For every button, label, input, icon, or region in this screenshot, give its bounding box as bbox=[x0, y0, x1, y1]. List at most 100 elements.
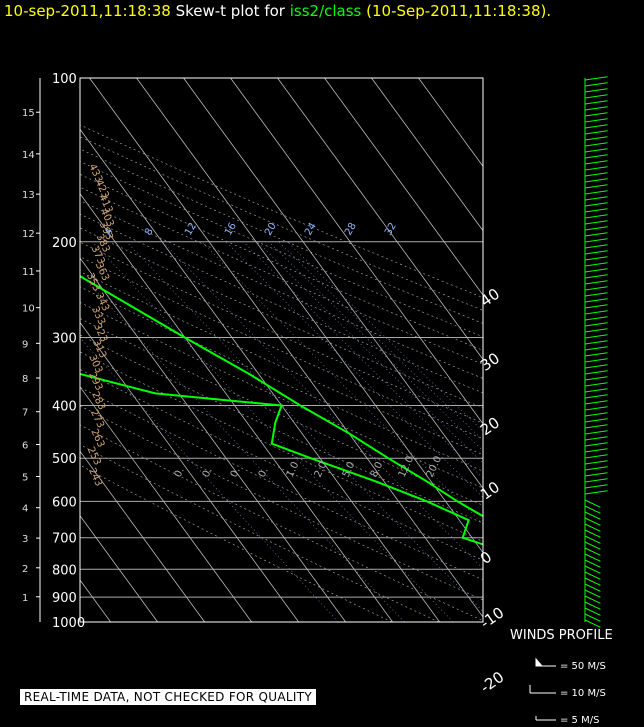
mixing-ratio-label: 0. bbox=[173, 466, 187, 479]
isotherm-line bbox=[230, 78, 483, 425]
pressure-tick-label: 500 bbox=[52, 452, 77, 467]
quality-notice: REAL-TIME DATA, NOT CHECKED FOR QUALITY bbox=[20, 689, 316, 705]
wind-barb bbox=[584, 334, 608, 339]
mixing-ratio-line bbox=[278, 241, 483, 441]
mixing-ratio-line bbox=[225, 241, 483, 498]
mixing-ratio-label: 12 bbox=[183, 221, 199, 238]
plot-area bbox=[80, 78, 483, 622]
wind-key-5: = 5 M/S bbox=[560, 715, 600, 726]
mixing-ratio-label: 32 bbox=[383, 221, 399, 238]
wind-barb bbox=[584, 154, 608, 159]
isotherm-line bbox=[80, 386, 252, 622]
wind-barb bbox=[584, 571, 601, 580]
wind-barb bbox=[584, 535, 601, 544]
mixing-ratio-line bbox=[287, 241, 483, 432]
dry-adiabat-line bbox=[80, 464, 393, 622]
wind-barb bbox=[584, 454, 608, 459]
height-tick-label: 3 bbox=[22, 534, 28, 545]
pressure-tick-label: 700 bbox=[52, 532, 77, 547]
isotherm-line bbox=[80, 514, 158, 622]
wind-barb bbox=[584, 499, 601, 508]
height-tick-label: 13 bbox=[22, 190, 35, 201]
wind-key-50-symbol bbox=[535, 657, 556, 667]
dry-adiabat-line bbox=[80, 148, 483, 324]
temperature-tick-label: 30 bbox=[477, 349, 503, 375]
wind-barb bbox=[584, 595, 601, 604]
wind-barb bbox=[584, 220, 608, 225]
temperature-tick-label: 10 bbox=[477, 478, 503, 504]
height-tick-label: 11 bbox=[22, 267, 35, 278]
height-tick-label: 8 bbox=[22, 374, 28, 385]
height-tick-label: 14 bbox=[22, 150, 35, 161]
wind-barb bbox=[584, 553, 601, 562]
isotherm-line bbox=[80, 321, 299, 622]
wind-barb bbox=[584, 316, 608, 321]
dry-adiabat-line bbox=[80, 302, 483, 489]
wind-barb bbox=[584, 178, 608, 183]
wind-barb bbox=[584, 412, 608, 417]
wind-barb bbox=[584, 523, 601, 532]
wind-barb bbox=[584, 232, 608, 237]
wind-barb bbox=[584, 448, 608, 453]
mixing-ratio-label: 0. bbox=[229, 466, 243, 479]
wind-barb bbox=[584, 547, 601, 556]
dry-adiabat-line bbox=[80, 241, 483, 424]
dry-adiabat-line bbox=[80, 124, 483, 298]
winds-profile-title: WINDS PROFILE bbox=[510, 628, 613, 643]
pressure-tick-label: 800 bbox=[52, 563, 77, 578]
title-date: 10-sep-2011,11:18:38 bbox=[4, 2, 171, 20]
isotherm-line bbox=[183, 78, 483, 489]
wind-key-10-symbol bbox=[529, 685, 556, 694]
mixing-ratio-label: 0. bbox=[257, 466, 271, 479]
wind-barb bbox=[584, 466, 608, 471]
dry-adiabat-label: 253 bbox=[85, 445, 103, 467]
pressure-tick-label: 200 bbox=[52, 236, 77, 251]
isotherm-line bbox=[80, 450, 205, 622]
wind-barb bbox=[584, 340, 608, 345]
title-tail: (10-Sep-2011,11:18:38). bbox=[366, 2, 552, 20]
wind-barb bbox=[584, 346, 608, 351]
plot-frame bbox=[79, 77, 484, 623]
pressure-tick-label: 600 bbox=[52, 495, 77, 510]
wind-barb bbox=[584, 124, 608, 129]
wind-barb bbox=[584, 478, 608, 483]
wind-barb bbox=[584, 196, 608, 201]
dry-adiabat-line bbox=[80, 227, 483, 409]
dry-adiabat-line bbox=[80, 351, 483, 542]
wind-barb bbox=[584, 436, 608, 441]
title-source: iss2/class bbox=[289, 2, 362, 20]
title-text: Skew-t plot for bbox=[175, 2, 285, 20]
height-tick-label: 6 bbox=[22, 441, 28, 452]
wind-barb bbox=[584, 370, 608, 375]
height-tick-label: 4 bbox=[22, 504, 28, 515]
mixing-ratio-line bbox=[126, 241, 483, 613]
wind-barb bbox=[584, 94, 608, 99]
pressure-tick-label: 900 bbox=[52, 591, 77, 606]
isotherm-line bbox=[80, 257, 346, 622]
wind-barb bbox=[584, 607, 601, 616]
mixing-ratio-line bbox=[243, 241, 483, 479]
height-tick-label: 15 bbox=[22, 108, 35, 119]
isotherm-line bbox=[136, 78, 483, 554]
wind-barb bbox=[584, 484, 608, 489]
wind-barb bbox=[584, 208, 608, 213]
wind-barb bbox=[584, 100, 608, 105]
wind-barb bbox=[584, 589, 601, 598]
wind-barb bbox=[584, 424, 608, 429]
pressure-tick-label: 300 bbox=[52, 332, 77, 347]
wind-barb bbox=[584, 472, 608, 477]
isotherm-line bbox=[80, 128, 440, 622]
wind-key-5-symbol bbox=[535, 716, 556, 721]
wind-barb bbox=[584, 490, 608, 495]
mixing-ratio-label: 1.0 bbox=[285, 460, 302, 479]
wind-barb bbox=[584, 583, 601, 592]
wind-barb bbox=[584, 442, 608, 447]
wind-barb bbox=[584, 358, 608, 363]
pressure-tick-label: 400 bbox=[52, 400, 77, 415]
wind-barb bbox=[584, 160, 608, 165]
dry-adiabat-line bbox=[80, 136, 483, 311]
dry-adiabat-line bbox=[80, 405, 483, 601]
wind-barb bbox=[584, 430, 608, 435]
wind-barb bbox=[584, 400, 608, 405]
wind-barb bbox=[584, 238, 608, 243]
